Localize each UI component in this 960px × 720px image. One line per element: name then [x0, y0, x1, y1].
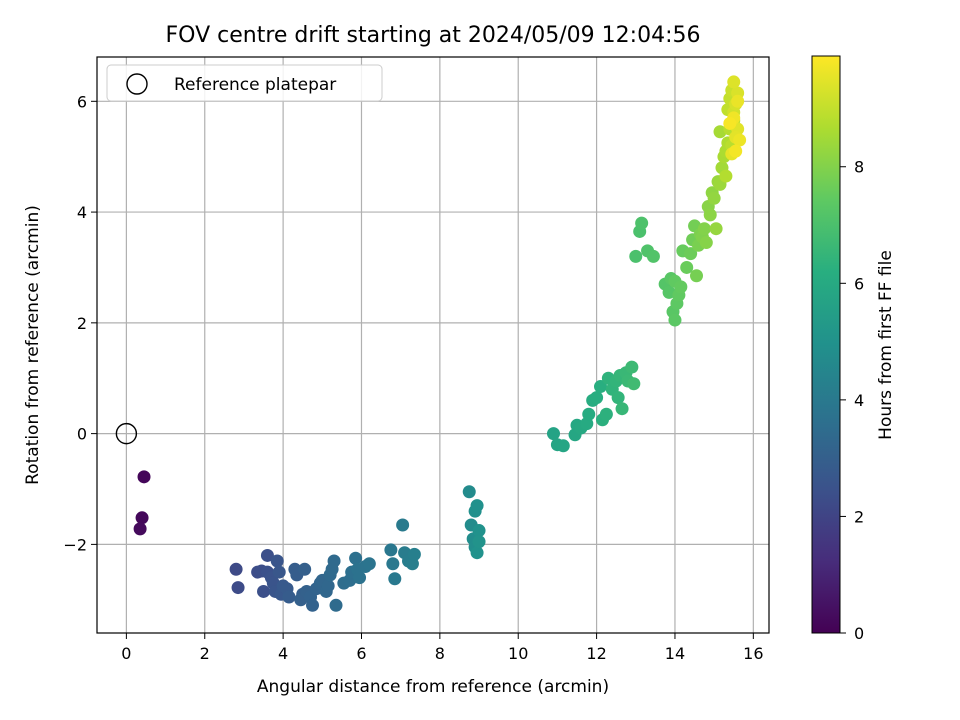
data-point — [731, 94, 745, 108]
data-point — [462, 485, 476, 499]
data-point — [472, 535, 486, 549]
colorbar-tick-label: 8 — [854, 158, 864, 177]
data-point — [719, 169, 733, 183]
legend: Reference platepar — [106, 64, 383, 102]
x-tick-label: 12 — [586, 644, 606, 663]
data-point — [703, 208, 717, 222]
data-point — [629, 249, 643, 263]
data-point — [135, 511, 149, 525]
x-tick-label: 4 — [278, 644, 288, 663]
data-point — [674, 280, 688, 294]
data-point — [635, 216, 649, 230]
plot-frame — [96, 56, 770, 634]
data-point — [625, 360, 639, 374]
data-point — [396, 518, 410, 532]
y-tick-label: 6 — [77, 92, 87, 111]
data-point — [546, 427, 560, 441]
y-axis-label: Rotation from reference (arcmin) — [23, 205, 43, 485]
x-tick-label: 14 — [665, 644, 685, 663]
data-point — [599, 407, 613, 421]
data-points — [115, 75, 747, 612]
data-point — [329, 598, 343, 612]
colorbar-label: Hours from first FF file — [876, 250, 896, 440]
data-point — [470, 546, 484, 560]
data-point — [384, 543, 398, 557]
data-point — [231, 581, 245, 595]
colorbar-tick-label: 6 — [854, 274, 864, 293]
data-point — [388, 572, 402, 586]
legend-entry-reference: Reference platepar — [174, 75, 336, 95]
colorbar-ticks: 0 2 4 6 8 — [840, 158, 864, 643]
colorbar-tick-label: 2 — [854, 507, 864, 526]
data-point — [690, 269, 704, 283]
legend-box — [106, 64, 383, 102]
x-axis-ticks: 0 2 4 6 8 10 12 14 16 — [121, 633, 764, 663]
data-point — [727, 75, 741, 89]
data-point — [680, 260, 694, 274]
reference-platepar-marker — [115, 422, 138, 445]
legend-reference-marker — [126, 73, 148, 95]
data-point — [684, 247, 698, 261]
x-axis-label: Angular distance from reference (arcmin) — [257, 677, 609, 697]
data-point — [272, 565, 286, 579]
data-point — [556, 439, 570, 453]
data-point — [699, 236, 713, 250]
y-axis-ticks: −2 0 2 4 6 — [63, 92, 97, 554]
grid-lines — [97, 57, 769, 633]
data-point — [321, 579, 335, 593]
x-tick-label: 2 — [200, 644, 210, 663]
data-point — [270, 554, 284, 568]
data-point — [697, 222, 711, 236]
data-point — [133, 522, 147, 536]
data-point — [362, 557, 376, 571]
data-point — [627, 377, 641, 391]
data-point — [662, 285, 676, 299]
colorbar: 0 2 4 6 8 Hours from first FF file — [811, 55, 896, 643]
data-point — [615, 402, 629, 416]
data-point — [646, 249, 660, 263]
data-point — [353, 571, 367, 585]
data-point — [257, 584, 271, 598]
data-point — [668, 313, 682, 327]
y-tick-label: 0 — [77, 425, 87, 444]
y-tick-label: 2 — [77, 314, 87, 333]
data-point — [306, 598, 320, 612]
x-tick-label: 6 — [356, 644, 366, 663]
x-tick-label: 10 — [508, 644, 528, 663]
data-point — [723, 116, 737, 130]
data-point — [349, 551, 363, 565]
data-point — [229, 562, 243, 576]
data-point — [729, 144, 743, 158]
y-tick-label: 4 — [77, 203, 87, 222]
colorbar-gradient — [811, 55, 841, 634]
data-point — [594, 380, 608, 394]
data-point — [472, 524, 486, 538]
data-point — [733, 133, 747, 147]
data-point — [137, 470, 151, 484]
data-point — [707, 191, 721, 205]
data-point — [407, 547, 421, 561]
colorbar-tick-label: 4 — [854, 391, 864, 410]
data-point — [582, 407, 596, 421]
data-point — [282, 590, 296, 604]
data-point — [386, 557, 400, 571]
colorbar-tick-label: 0 — [854, 624, 864, 643]
data-point — [298, 562, 312, 576]
chart-title: FOV centre drift starting at 2024/05/09 … — [166, 23, 701, 48]
data-point — [611, 391, 625, 405]
data-point — [327, 554, 341, 568]
x-tick-label: 8 — [435, 644, 445, 663]
data-point — [713, 125, 727, 139]
data-point — [590, 391, 604, 405]
x-tick-label: 0 — [121, 644, 131, 663]
data-point — [470, 499, 484, 513]
data-point — [709, 222, 723, 236]
y-tick-label: −2 — [63, 535, 87, 554]
x-tick-label: 16 — [743, 644, 763, 663]
data-point — [260, 548, 274, 562]
